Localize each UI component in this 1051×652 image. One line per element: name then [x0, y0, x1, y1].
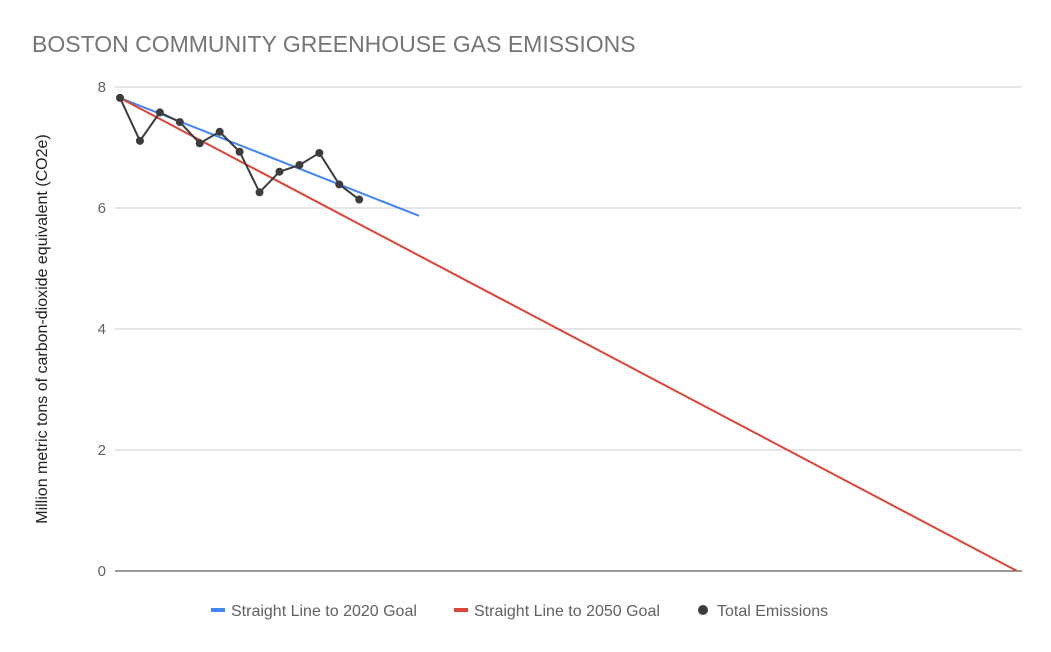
legend-label: Straight Line to 2020 Goal	[231, 603, 417, 620]
data-point	[335, 180, 344, 189]
y-tick-label: 0	[98, 563, 106, 580]
series-line-1	[119, 97, 1018, 572]
legend-label: Straight Line to 2050 Goal	[474, 603, 660, 620]
data-point	[255, 188, 264, 197]
data-point	[275, 167, 284, 176]
y-axis-label: Million metric tons of carbon-dioxide eq…	[34, 134, 51, 524]
y-tick-label: 8	[98, 79, 106, 96]
y-tick-label: 6	[98, 200, 106, 217]
legend-marker	[698, 605, 708, 615]
y-tick-label: 4	[98, 321, 106, 338]
data-point	[315, 148, 324, 157]
legend-swatch	[454, 608, 468, 612]
legend-swatch	[211, 608, 225, 612]
data-point	[195, 139, 204, 148]
y-tick-label: 2	[98, 442, 106, 459]
data-point	[295, 161, 304, 170]
data-point	[235, 147, 244, 156]
data-point	[215, 127, 224, 136]
data-point	[116, 93, 124, 102]
data-point	[175, 118, 184, 127]
legend-label: Total Emissions	[717, 603, 828, 620]
chart-title: BOSTON COMMUNITY GREENHOUSE GAS EMISSION…	[32, 31, 636, 57]
data-point	[135, 136, 144, 145]
data-point	[155, 108, 164, 117]
data-point	[355, 195, 364, 204]
